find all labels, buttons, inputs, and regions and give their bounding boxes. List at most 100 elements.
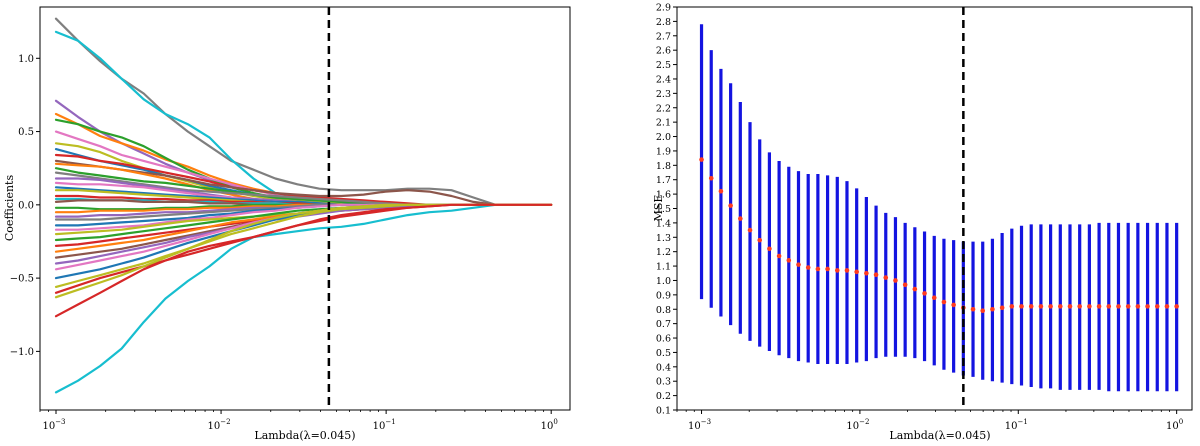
mse-point [931, 295, 937, 301]
y-tick-label: 2.4 [656, 74, 671, 85]
mse-point [844, 268, 850, 273]
mse-point [1038, 304, 1044, 309]
left-x-axis-label: Lambda(λ=0.045) [254, 429, 355, 442]
mse-point [805, 265, 811, 270]
mse-error-bars [699, 24, 1179, 392]
coefficient-line [54, 203, 553, 318]
mse-point [922, 291, 927, 296]
y-tick-label: 0.0 [18, 200, 34, 211]
y-tick-label: 2.1 [656, 118, 671, 129]
mse-point [873, 272, 879, 278]
y-tick-label: 1.1 [656, 262, 671, 273]
mse-point [941, 299, 947, 305]
mse-point [1116, 304, 1121, 309]
mse-point [1174, 304, 1179, 309]
mse-point [1145, 304, 1150, 309]
right-y-axis-label: MSE [652, 195, 665, 222]
mse-point [1135, 304, 1141, 309]
left-y-axis-label: Coefficients [3, 175, 16, 242]
coefficient-path-chart: −1.0 −0.5 0.0 0.5 1.0 10−3 10−2 10−1 100 Lambda… [3, 6, 571, 442]
mse-point [767, 246, 772, 252]
mse-point [951, 302, 956, 308]
mse-point [1048, 304, 1053, 309]
mse-point [834, 268, 840, 273]
y-tick-label: 1.6 [656, 190, 671, 201]
mse-point [728, 203, 733, 208]
mse-point [1067, 304, 1073, 309]
mse-point [893, 278, 898, 283]
mse-cv-chart: 0.1 0.2 0.3 0.4 0.5 0.6 0.7 0.8 0.9 1.0 1.1 1.2 1.3 1… [652, 3, 1193, 442]
mse-point [1077, 304, 1082, 309]
y-tick-label: 0.4 [656, 362, 671, 373]
mse-point [757, 237, 763, 243]
mse-point [815, 266, 821, 272]
y-tick-label: 1.0 [18, 54, 34, 65]
y-tick-label: 2.9 [656, 3, 671, 14]
mse-point [1009, 304, 1015, 309]
y-tick-label: 2.7 [656, 31, 671, 42]
mse-points [699, 157, 1179, 313]
mse-point [980, 308, 986, 313]
right-x-axis: 10−3 10−2 10−1 100 [676, 410, 1183, 432]
mse-point [912, 286, 918, 292]
y-tick-label: 1.3 [656, 233, 671, 244]
y-tick-label: 2.0 [656, 132, 671, 143]
coefficient-lines [54, 17, 553, 394]
y-tick-label: 1.7 [656, 175, 671, 186]
x-tick-label: 10−1 [1005, 418, 1028, 432]
left-y-axis: −1.0 −0.5 0.0 0.5 1.0 [10, 54, 40, 358]
mse-point [1019, 304, 1024, 309]
mse-point [854, 269, 859, 275]
y-tick-label: 0.7 [656, 319, 671, 330]
x-tick-label: 10−2 [846, 418, 869, 432]
mse-point [1087, 304, 1092, 309]
x-tick-label: 100 [1166, 418, 1183, 432]
y-tick-label: 2.6 [656, 46, 671, 57]
mse-point [1106, 304, 1112, 309]
mse-point [825, 266, 830, 272]
mse-point [864, 270, 869, 276]
mse-point [999, 305, 1005, 311]
y-tick-label: 2.2 [656, 103, 671, 114]
mse-point [718, 188, 724, 194]
mse-point [990, 306, 995, 312]
y-tick-label: 1.8 [656, 161, 671, 172]
y-tick-label: 0.3 [656, 377, 671, 388]
mse-point [786, 258, 792, 263]
mse-point [1154, 304, 1160, 309]
mse-point [970, 306, 976, 312]
left-plot-frame [39, 6, 571, 411]
x-tick-label: 10−1 [373, 418, 396, 432]
mse-point [796, 262, 801, 267]
y-tick-label: 0.5 [656, 348, 671, 359]
mse-point [883, 275, 889, 280]
mse-point [1164, 304, 1170, 309]
y-tick-label: 2.8 [656, 17, 671, 28]
y-tick-label: 1.9 [656, 146, 671, 157]
y-tick-label: 1.2 [656, 247, 671, 258]
x-tick-label: 10−3 [688, 418, 711, 432]
y-tick-label: 1.5 [656, 204, 671, 215]
mse-point [1096, 304, 1102, 309]
mse-point [902, 282, 908, 288]
mse-point [1125, 304, 1131, 309]
x-tick-label: 10−2 [208, 418, 231, 432]
y-tick-label: 0.5 [18, 127, 34, 138]
coefficient-line [54, 17, 553, 206]
y-tick-label: −1.0 [10, 347, 34, 358]
mse-point [1057, 304, 1063, 309]
y-tick-label: 1.0 [656, 276, 671, 287]
right-y-axis: 0.1 0.2 0.3 0.4 0.5 0.6 0.7 0.8 0.9 1.0 1.1 1.2 1.3 1… [656, 3, 677, 417]
y-tick-label: 2.5 [656, 60, 671, 71]
y-tick-label: 0.1 [656, 406, 671, 417]
x-tick-label: 10−3 [42, 418, 65, 432]
coefficient-line [54, 203, 553, 394]
x-tick-label: 100 [541, 418, 558, 432]
y-tick-label: 0.6 [656, 334, 671, 345]
mse-point [1028, 304, 1034, 309]
mse-point [708, 175, 714, 181]
mse-point [747, 227, 753, 233]
y-tick-label: 0.8 [656, 305, 671, 316]
y-tick-label: 0.9 [656, 290, 671, 301]
